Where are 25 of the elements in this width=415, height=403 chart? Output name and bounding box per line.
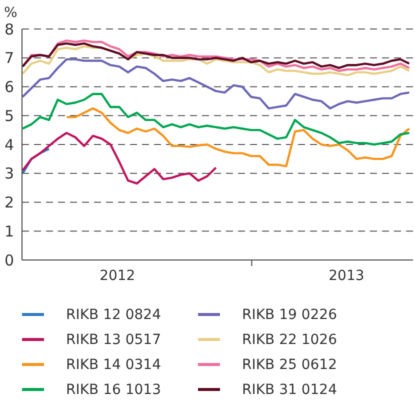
line-series <box>22 132 218 185</box>
line-series <box>22 58 410 110</box>
line-series <box>22 92 410 146</box>
y-tick-label: 4 <box>4 136 14 154</box>
line-series <box>65 107 410 168</box>
y-tick-label: 1 <box>4 222 14 240</box>
legend-label: RIKB 22 1026 <box>242 332 337 348</box>
x-tick-label: 2012 <box>100 268 136 284</box>
legend-label: RIKB 25 0612 <box>242 356 337 372</box>
y-tick-label: 7 <box>4 49 14 68</box>
legend-label: RIKB 19 0226 <box>242 306 337 322</box>
y-tick-label: 3 <box>4 164 14 183</box>
y-axis-title: % <box>4 5 18 21</box>
line-series <box>22 45 410 76</box>
legend-label: RIKB 31 0124 <box>242 382 337 398</box>
legend-label: RIKB 13 0517 <box>66 332 161 348</box>
y-tick-label: 6 <box>4 78 14 96</box>
y-tick-label: 5 <box>4 106 14 125</box>
y-tick-label: 8 <box>4 20 14 38</box>
x-tick-label: 2013 <box>328 268 364 284</box>
y-tick-label: 2 <box>4 194 14 212</box>
legend-label: RIKB 14 0314 <box>66 356 161 372</box>
y-tick-label: 0 <box>4 251 14 270</box>
legend-label: RIKB 16 1013 <box>66 382 161 398</box>
legend-label: RIKB 12 0824 <box>66 306 161 322</box>
